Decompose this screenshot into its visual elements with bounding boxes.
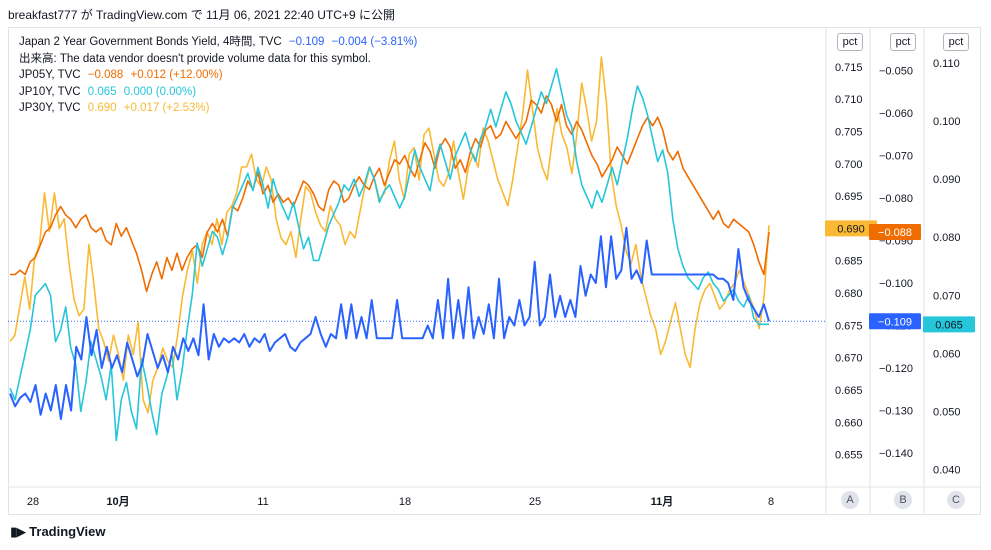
legend-jp10y-value: 0.065: [87, 85, 117, 98]
x-tick-1: 10月: [106, 495, 129, 508]
x-tick-0: 28: [27, 496, 39, 508]
tradingview-logo-icon: ▮▶: [10, 524, 26, 539]
chart-legend: Japan 2 Year Government Bonds Yield, 4時間…: [19, 34, 421, 117]
tradingview-brand[interactable]: ▮▶ TradingView: [10, 524, 106, 540]
series-line-japan-2-year-government-bonds-yield[interactable]: [9, 226, 770, 420]
last-label-jp10y-bg: [923, 316, 975, 333]
last-label-jp05y: −0.088: [878, 227, 912, 239]
axis-a-tick-4: 0.700: [835, 159, 863, 171]
last-label-jp30y: 0.690: [837, 223, 865, 235]
x-tick-4: 25: [529, 496, 541, 508]
last-label-jp05y-bg: [869, 224, 921, 240]
axis-c-tick-1: 0.100: [933, 116, 961, 128]
axis-b-tick-5: −0.100: [879, 278, 913, 290]
legend-volume-text: 出来高: The data vendor doesn't provide vol…: [19, 52, 371, 65]
legend-main-name: Japan 2 Year Government Bonds Yield, 4時間…: [19, 36, 282, 48]
last-label-jp02y: −0.109: [878, 316, 912, 328]
x-tick-6: 8: [768, 496, 774, 508]
legend-main-row[interactable]: Japan 2 Year Government Bonds Yield, 4時間…: [19, 34, 421, 51]
axis-c-tick-2: 0.090: [933, 174, 961, 186]
axis-b-tick-1: −0.060: [879, 108, 913, 120]
legend-jp30y-value: 0.690: [87, 102, 117, 114]
axis-a-tick-8: 0.680: [835, 288, 863, 300]
last-label-jp10y: 0.065: [935, 319, 963, 331]
axis-a-tick-10: 0.670: [835, 353, 863, 365]
scale-b-unit-button[interactable]: pct: [890, 33, 916, 51]
legend-main-change: −0.004 (−3.81%): [331, 36, 418, 48]
tradingview-brand-name: TradingView: [29, 524, 106, 539]
publish-attribution: breakfast777 が TradingView.com で 11月 06,…: [8, 8, 395, 22]
axis-b-tick-7: −0.120: [879, 363, 913, 375]
axis-a-tick-9: 0.675: [835, 320, 863, 332]
axis-b-tick-0: −0.050: [879, 66, 913, 78]
legend-jp10y-row[interactable]: JP10Y, TVC 0.065 0.000 (0.00%): [19, 84, 421, 101]
scale-a-button[interactable]: A: [841, 491, 859, 509]
series-line-jp05y[interactable]: [10, 95, 770, 293]
axis-c-tick-7: 0.040: [933, 465, 961, 477]
legend-jp30y-change: +0.017 (+2.53%): [123, 102, 210, 114]
scale-c-button[interactable]: C: [947, 491, 965, 509]
legend-jp10y-name: JP10Y, TVC: [19, 85, 81, 98]
series-line-jp10y[interactable]: [9, 67, 769, 442]
axis-b-tick-9: −0.140: [879, 448, 913, 460]
axis-c-tick-0: 0.110: [933, 58, 960, 70]
x-tick-2: 11: [257, 496, 268, 508]
legend-jp30y-row[interactable]: JP30Y, TVC 0.690 +0.017 (+2.53%): [19, 100, 421, 117]
legend-jp30y-name: JP30Y, TVC: [19, 102, 81, 114]
axis-c-tick-6: 0.050: [933, 406, 961, 418]
scale-b-button[interactable]: B: [894, 491, 912, 509]
axis-c-tick-3: 0.080: [933, 232, 961, 244]
axis-a-tick-5: 0.695: [835, 191, 863, 203]
legend-jp05y-value: −0.088: [87, 69, 124, 81]
legend-main-value: −0.109: [288, 36, 325, 48]
axis-a-tick-12: 0.660: [835, 417, 863, 429]
last-label-jp30y-bg: [825, 220, 877, 237]
last-label-jp02y-bg: [869, 313, 921, 330]
legend-jp10y-change: 0.000 (0.00%): [123, 85, 197, 98]
axis-a-tick-7: 0.685: [835, 256, 863, 268]
legend-jp05y-name: JP05Y, TVC: [19, 69, 81, 81]
axis-a-tick-11: 0.665: [835, 385, 863, 397]
chart-frame: [8, 27, 981, 515]
axis-c-tick-5: 0.060: [933, 348, 961, 360]
axis-a-tick-13: 0.655: [835, 450, 863, 462]
axis-b-tick-3: −0.080: [879, 193, 913, 205]
axis-c-tick-4: 0.070: [933, 290, 961, 302]
scale-c-unit-button[interactable]: pct: [943, 33, 969, 51]
legend-jp05y-change: +0.012 (+12.00%): [130, 69, 223, 81]
x-tick-5: 11月: [651, 495, 674, 508]
axis-a-tick-1: 0.715: [835, 62, 863, 74]
x-tick-3: 18: [399, 496, 411, 508]
axis-a-tick-3: 0.705: [835, 126, 863, 138]
axis-b-tick-8: −0.130: [879, 406, 913, 418]
legend-jp05y-row[interactable]: JP05Y, TVC −0.088 +0.012 (+12.00%): [19, 67, 421, 84]
legend-volume-row: 出来高: The data vendor doesn't provide vol…: [19, 51, 421, 68]
axis-b-tick-2: −0.070: [879, 151, 913, 163]
axis-a-tick-2: 0.710: [835, 94, 863, 106]
scale-a-unit-button[interactable]: pct: [837, 33, 863, 51]
